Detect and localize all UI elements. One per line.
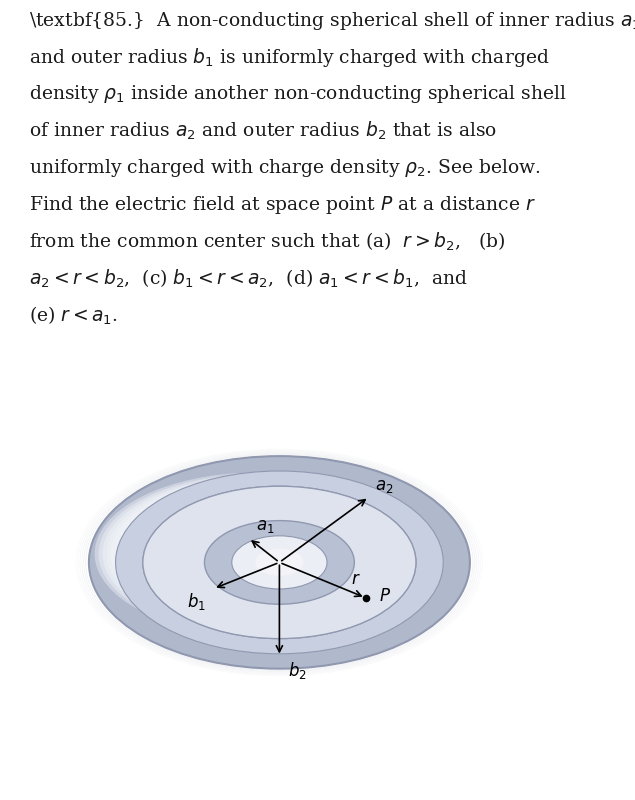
Ellipse shape: [98, 474, 415, 634]
Ellipse shape: [138, 494, 375, 614]
Ellipse shape: [229, 534, 330, 590]
Ellipse shape: [184, 509, 375, 616]
Ellipse shape: [114, 482, 399, 626]
Ellipse shape: [157, 494, 401, 630]
Ellipse shape: [225, 532, 333, 593]
Ellipse shape: [116, 471, 443, 654]
Ellipse shape: [143, 486, 416, 638]
Ellipse shape: [140, 484, 419, 641]
Ellipse shape: [223, 530, 336, 594]
Text: of inner radius $a_2$ and outer radius $b_2$ that is also: of inner radius $a_2$ and outer radius $…: [29, 120, 497, 142]
Ellipse shape: [124, 476, 434, 649]
Ellipse shape: [234, 538, 324, 587]
Ellipse shape: [232, 536, 327, 589]
Ellipse shape: [149, 490, 410, 635]
Ellipse shape: [169, 501, 390, 624]
Text: $a_1$: $a_1$: [257, 518, 275, 534]
Ellipse shape: [172, 502, 387, 622]
Ellipse shape: [118, 485, 395, 623]
Ellipse shape: [250, 546, 309, 579]
Ellipse shape: [110, 481, 403, 627]
Ellipse shape: [89, 456, 470, 669]
Ellipse shape: [220, 529, 339, 596]
Ellipse shape: [163, 498, 396, 627]
Ellipse shape: [202, 519, 357, 606]
Ellipse shape: [181, 507, 378, 618]
Ellipse shape: [101, 462, 458, 662]
Ellipse shape: [107, 478, 406, 630]
Ellipse shape: [119, 473, 440, 652]
Text: Find the electric field at space point $P$ at a distance $r$: Find the electric field at space point $…: [29, 194, 535, 216]
Ellipse shape: [175, 504, 384, 621]
Ellipse shape: [121, 474, 438, 650]
Ellipse shape: [135, 493, 378, 615]
Ellipse shape: [208, 522, 351, 602]
Ellipse shape: [204, 521, 354, 604]
Ellipse shape: [166, 499, 392, 626]
Text: density $\rho_1$ inside another non-conducting spherical shell: density $\rho_1$ inside another non-cond…: [29, 83, 566, 106]
Ellipse shape: [178, 506, 381, 619]
Ellipse shape: [128, 478, 431, 647]
Ellipse shape: [217, 527, 342, 598]
Ellipse shape: [116, 471, 443, 654]
Ellipse shape: [130, 479, 429, 646]
Ellipse shape: [151, 491, 408, 634]
Ellipse shape: [98, 461, 461, 664]
Text: $b_1$: $b_1$: [187, 591, 206, 612]
Ellipse shape: [92, 458, 467, 667]
Ellipse shape: [252, 547, 307, 578]
Text: $b_2$: $b_2$: [288, 660, 307, 681]
Text: \textbf{85.}  A non-conducting spherical shell of inner radius $a_1$: \textbf{85.} A non-conducting spherical …: [29, 10, 635, 31]
Text: $r$: $r$: [351, 571, 361, 588]
Ellipse shape: [130, 490, 383, 618]
Ellipse shape: [154, 493, 404, 632]
Ellipse shape: [243, 542, 316, 582]
Ellipse shape: [196, 516, 363, 609]
Ellipse shape: [104, 465, 455, 660]
Ellipse shape: [145, 488, 413, 637]
Text: uniformly charged with charge density $\rho_2$. See below.: uniformly charged with charge density $\…: [29, 157, 540, 179]
Ellipse shape: [107, 466, 452, 658]
Ellipse shape: [213, 526, 345, 599]
Ellipse shape: [187, 511, 372, 614]
Ellipse shape: [95, 473, 418, 635]
Ellipse shape: [103, 477, 411, 631]
Ellipse shape: [255, 549, 304, 576]
Ellipse shape: [204, 521, 354, 604]
Ellipse shape: [211, 524, 348, 601]
Text: and outer radius $b_1$ is uniformly charged with charged: and outer radius $b_1$ is uniformly char…: [29, 46, 549, 70]
Ellipse shape: [193, 514, 366, 610]
Ellipse shape: [160, 496, 399, 629]
Ellipse shape: [123, 486, 391, 622]
Ellipse shape: [255, 549, 304, 576]
Ellipse shape: [137, 482, 422, 642]
Ellipse shape: [190, 513, 369, 612]
Ellipse shape: [241, 541, 318, 584]
Ellipse shape: [133, 481, 425, 644]
Ellipse shape: [142, 486, 417, 639]
Text: $a_2$: $a_2$: [375, 478, 394, 494]
Ellipse shape: [237, 539, 321, 586]
Ellipse shape: [89, 456, 470, 669]
Ellipse shape: [246, 544, 312, 581]
Ellipse shape: [258, 550, 300, 574]
Ellipse shape: [116, 471, 443, 654]
Ellipse shape: [264, 554, 295, 571]
Text: $a_2<r<b_2$,  (c) $b_1<r<a_2$,  (d) $a_1<r<b_1$,  and: $a_2<r<b_2$, (c) $b_1<r<a_2$, (d) $a_1<r…: [29, 268, 467, 290]
Ellipse shape: [110, 468, 449, 657]
Text: (e) $r<a_1$.: (e) $r<a_1$.: [29, 305, 117, 327]
Ellipse shape: [199, 518, 360, 607]
Ellipse shape: [232, 536, 327, 589]
Ellipse shape: [126, 489, 387, 619]
Ellipse shape: [143, 486, 416, 638]
Text: $P$: $P$: [380, 588, 392, 606]
Ellipse shape: [95, 459, 464, 666]
Text: from the common center such that (a)  $r>b_2$,   (b): from the common center such that (a) $r>…: [29, 230, 505, 253]
Ellipse shape: [112, 470, 446, 655]
Ellipse shape: [261, 552, 298, 573]
